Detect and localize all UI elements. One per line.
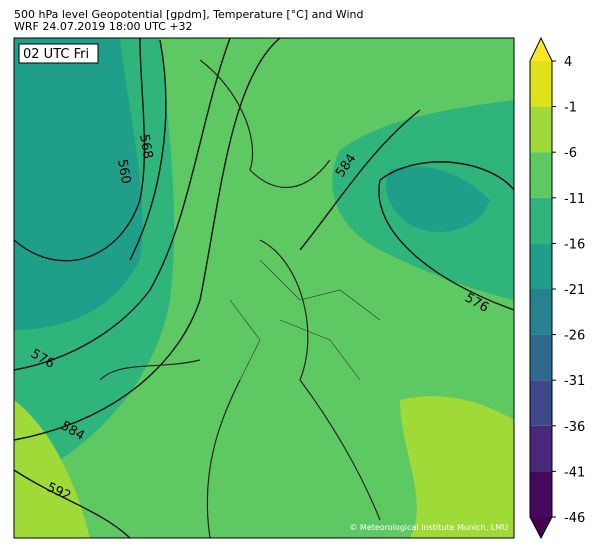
colorbar-band <box>530 471 552 517</box>
colorbar-tick-label: -36 <box>564 420 585 435</box>
time-label: 02 UTC Fri <box>23 47 89 62</box>
colorbar-tick-label: -21 <box>564 283 585 298</box>
field <box>400 396 514 538</box>
contour <box>14 38 231 371</box>
colorbar-tick-label: -1 <box>564 101 577 116</box>
colorbar-band <box>530 197 552 244</box>
colorbar-band <box>530 61 552 107</box>
field <box>14 400 90 538</box>
colorbar-band <box>530 425 552 472</box>
colorbar-tick-label: 4 <box>564 55 572 70</box>
contour <box>14 38 146 262</box>
colorbar-tick-label: -16 <box>564 237 585 252</box>
colorbar-tick-label: -11 <box>564 192 585 207</box>
map-frame <box>13 37 515 539</box>
contour-label: 560 <box>114 158 133 185</box>
colorbar-tick-label: -46 <box>564 511 585 526</box>
colorbar-extend <box>530 38 552 61</box>
field <box>386 166 490 232</box>
colorbar-band <box>530 106 552 153</box>
colorbar-band <box>530 243 552 289</box>
contour <box>299 109 421 251</box>
subtitle: WRF 24.07.2019 18:00 UTC +32 <box>14 20 193 33</box>
colorbar-band <box>530 289 552 335</box>
colorbar-tick-label: -31 <box>564 374 585 389</box>
contour <box>14 469 131 538</box>
contour-label: 568 <box>136 133 155 160</box>
border <box>229 259 381 381</box>
contour <box>378 161 514 311</box>
coastline <box>99 59 381 538</box>
title: 500 hPa level Geopotential [gpdm], Tempe… <box>14 8 363 21</box>
contour <box>129 39 167 261</box>
colorbar-band <box>530 380 552 426</box>
colorbar-band <box>530 334 552 381</box>
colorbar-tick-label: -26 <box>564 329 585 344</box>
colorbar: 4 -1 -6 -11 -16 -21 -26 -31 -36 -41 -46 <box>529 36 585 540</box>
colorbar-tick-label: -6 <box>564 146 577 161</box>
copyright: © Meteorological Institute Munich, LMU <box>349 523 508 532</box>
colorbar-tick-label: -41 <box>564 465 585 480</box>
colorbar-extend <box>530 517 552 538</box>
colorbar-band <box>530 152 552 198</box>
contour <box>14 38 281 441</box>
time-box <box>18 43 99 64</box>
field <box>14 38 175 480</box>
map: 568 560 584 576 576 584 592 02 UTC Fri ©… <box>13 37 515 539</box>
field <box>14 38 143 330</box>
